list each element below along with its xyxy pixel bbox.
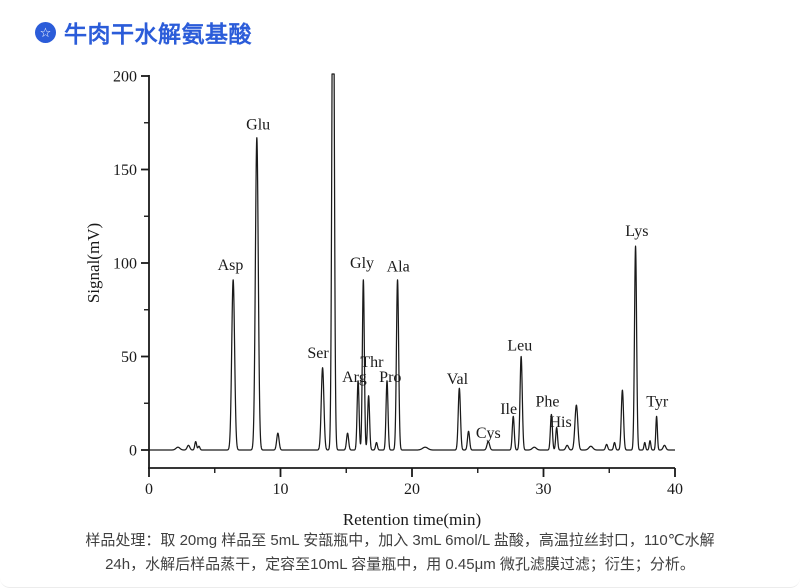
peak-label-asp: Asp [218,257,244,274]
y-tick-label: 100 [113,256,137,273]
x-tick-label: 40 [667,481,683,498]
y-tick-label: 50 [121,349,137,366]
x-axis-title: Retention time(min) [343,510,481,529]
peak-label-ser: Ser [307,345,329,362]
y-tick-label: 200 [113,69,137,86]
y-axis-title: Signal(mV) [84,223,103,303]
peak-label-glu: Glu [246,117,270,134]
chromatogram-chart: 0 50 100 150 200 0 10 20 30 40 Signal(mV) Retention… [84,69,683,530]
caption-line-1: 样品处理：取 20mg 样品至 5mL 安瓿瓶中，加入 3mL 6mol/L 盐… [85,532,715,549]
x-tick-label: 10 [273,481,289,498]
chromatogram-plot: 0 50 100 150 200 0 10 20 30 40 Signal(mV) Retention… [84,69,683,530]
peak-label-cys: Cys [476,425,501,442]
peak-label-gly: Gly [350,255,374,272]
y-tick-label: 0 [129,443,137,460]
x-tick-label: 20 [404,481,420,498]
x-tick-label: 0 [145,481,153,498]
sample-preparation-caption: 样品处理：取 20mg 样品至 5mL 安瓿瓶中，加入 3mL 6mol/L 盐… [0,529,800,577]
peak-label-tyr: Tyr [646,393,669,410]
peak-label-leu: Leu [507,337,532,354]
peak-label-pro: Pro [379,369,401,386]
star-glyph: ☆ [39,24,52,40]
peak-label-val: Val [447,371,469,388]
x-tick-label: 30 [536,481,552,498]
peak-label-arg: Arg [342,369,367,386]
peak-label-ala: Ala [387,259,410,276]
peak-label-lys: Lys [625,223,648,240]
y-tick-label: 150 [113,162,137,179]
caption-line-2: 24h，水解后样品蒸干，定容至10mL 容量瓶中，用 0.45μm 微孔滤膜过滤… [105,556,695,573]
page-title: 牛肉干水解氨基酸 [64,21,252,47]
peak-label-thr: Thr [360,354,384,371]
section-header: ☆ 牛肉干水解氨基酸 [35,15,252,49]
star-in-circle-icon: ☆ [35,21,56,43]
peak-label-ile: Ile [500,401,517,418]
peak-label-phe: Phe [535,393,559,410]
signal-trace [148,73,676,451]
peak-label-his: His [549,414,571,431]
